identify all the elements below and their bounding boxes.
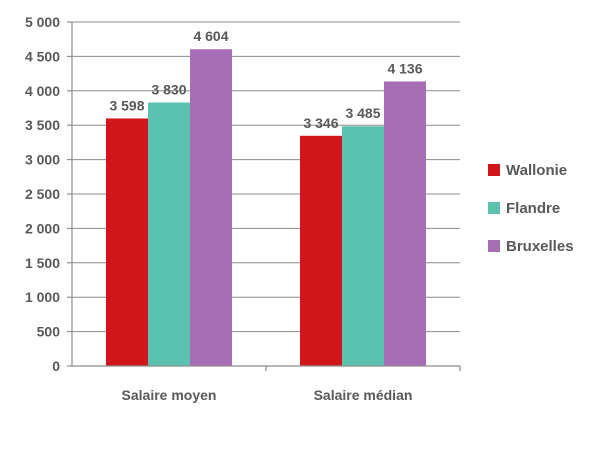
data-label: 3 346 — [303, 115, 338, 131]
x-category-label: Salaire moyen — [122, 387, 217, 403]
legend-swatch-flandre — [488, 202, 500, 214]
legend-swatch-bruxelles — [488, 240, 500, 252]
bars — [106, 49, 426, 367]
bar-bruxelles-median — [384, 81, 426, 366]
legend-label-flandre: Flandre — [506, 200, 560, 217]
bar-wallonie-moyen — [106, 118, 148, 366]
bar-wallonie-median — [300, 135, 342, 366]
legend: Wallonie Flandre Bruxelles — [488, 162, 574, 255]
y-tick-label: 3 500 — [25, 117, 60, 133]
legend-label-bruxelles: Bruxelles — [506, 238, 574, 255]
data-label: 4 604 — [193, 28, 228, 44]
bar-bruxelles-moyen — [190, 49, 232, 366]
data-label: 3 598 — [109, 97, 144, 113]
data-label: 3 485 — [345, 105, 380, 121]
y-axis-tick-labels: 0 500 1 000 1 500 2 000 2 500 3 000 3 500 4 000 4… — [25, 14, 60, 374]
y-tick-label: 4 000 — [25, 83, 60, 99]
data-label: 4 136 — [387, 60, 422, 76]
axes — [67, 21, 461, 371]
x-axis-category-labels: Salaire moyen Salaire médian — [122, 387, 413, 403]
y-tick-label: 1 500 — [25, 255, 60, 271]
legend-swatch-wallonie — [488, 164, 500, 176]
y-tick-label: 2 500 — [25, 186, 60, 202]
y-tick-label: 5 000 — [25, 14, 60, 30]
data-labels: 3 598 3 830 4 604 3 346 3 485 4 136 — [109, 28, 422, 131]
y-tick-label: 0 — [52, 358, 60, 374]
y-tick-label: 4 500 — [25, 48, 60, 64]
y-tick-label: 2 000 — [25, 220, 60, 236]
legend-label-wallonie: Wallonie — [506, 162, 567, 179]
bar-flandre-median — [342, 126, 384, 367]
y-tick-label: 1 000 — [25, 289, 60, 305]
bar-flandre-moyen — [148, 102, 190, 366]
y-tick-label: 500 — [37, 324, 61, 340]
y-tick-label: 3 000 — [25, 152, 60, 168]
data-label: 3 830 — [151, 81, 186, 97]
x-category-label: Salaire médian — [314, 387, 413, 403]
